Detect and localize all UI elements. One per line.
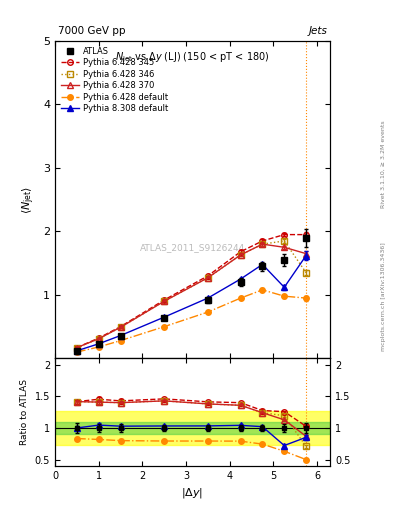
Bar [55,422,330,434]
Y-axis label: $\langle N_\mathrm{jet} \rangle$: $\langle N_\mathrm{jet} \rangle$ [21,185,37,214]
Legend: ATLAS, Pythia 6.428 345, Pythia 6.428 346, Pythia 6.428 370, Pythia 6.428 defaul: ATLAS, Pythia 6.428 345, Pythia 6.428 34… [59,45,169,115]
Text: Rivet 3.1.10, ≥ 3.2M events: Rivet 3.1.10, ≥ 3.2M events [381,120,386,208]
Text: ATLAS_2011_S9126244: ATLAS_2011_S9126244 [140,243,245,252]
Y-axis label: Ratio to ATLAS: Ratio to ATLAS [20,379,29,445]
Text: 7000 GeV pp: 7000 GeV pp [58,26,125,36]
Bar [55,411,330,445]
Text: $N_\mathrm{jet}$ vs $\Delta y$ (LJ) (150 < pT < 180): $N_\mathrm{jet}$ vs $\Delta y$ (LJ) (150… [115,51,270,65]
Text: mcplots.cern.ch [arXiv:1306.3436]: mcplots.cern.ch [arXiv:1306.3436] [381,243,386,351]
X-axis label: $|\Delta y|$: $|\Delta y|$ [182,486,204,500]
Text: Jets: Jets [309,26,327,36]
